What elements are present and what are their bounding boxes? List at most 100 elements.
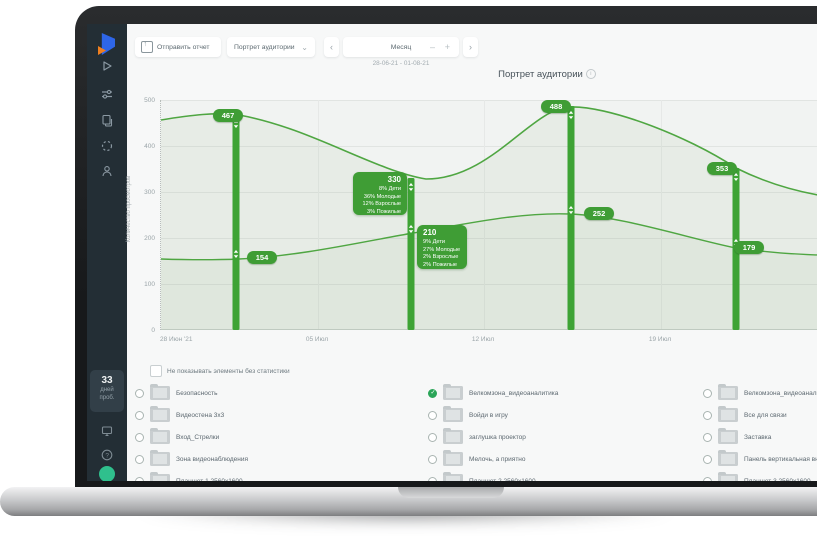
user-icon[interactable] (100, 164, 114, 178)
lower-area (161, 213, 817, 330)
folder-icon (443, 405, 463, 422)
data-point-pill[interactable]: 467 (213, 109, 243, 122)
list-item[interactable]: заглушка проектор (428, 427, 526, 446)
item-label: Все для связи (744, 411, 787, 419)
radio-unchecked[interactable] (703, 388, 712, 398)
data-point-pill[interactable]: 252 (584, 207, 614, 220)
next-period-button[interactable]: › (463, 37, 478, 57)
item-label: Панель вертикальная внутр (744, 455, 817, 463)
tooltip-line: 8% Дети (378, 186, 401, 192)
data-point-pill[interactable]: 353 (707, 162, 737, 175)
laptop-base-notch (398, 487, 504, 498)
bar-marker (567, 106, 575, 330)
radio-unchecked[interactable] (135, 410, 144, 420)
zoom-in-button[interactable]: + (444, 42, 450, 52)
monitor-icon[interactable] (100, 424, 114, 438)
y-tick: 300 (144, 189, 155, 196)
user-avatar[interactable] (99, 466, 115, 481)
gridline (161, 146, 817, 147)
pages-icon[interactable] (100, 113, 114, 127)
logo-orange-shape (98, 46, 106, 55)
app-logo-icon[interactable] (98, 33, 116, 55)
y-tick: 200 (144, 235, 155, 242)
play-icon[interactable] (100, 59, 114, 73)
trial-badge: 33 дней проб. (90, 370, 124, 412)
radio-unchecked[interactable] (428, 432, 437, 442)
item-label: заглушка проектор (469, 433, 526, 441)
radio-unchecked[interactable] (703, 476, 712, 481)
tooltip-line: 2% Пожилые (423, 261, 457, 268)
help-icon[interactable]: ? (100, 448, 114, 462)
radio-checked[interactable] (428, 388, 437, 398)
info-icon[interactable]: i (585, 69, 596, 80)
loader-icon[interactable] (100, 139, 114, 153)
folder-icon (718, 427, 738, 444)
folder-icon (443, 471, 463, 481)
item-label: Велкомзона_видеоаналитика (469, 389, 559, 397)
radio-unchecked[interactable] (703, 454, 712, 464)
list-item[interactable]: Мелочь, а приятно (428, 449, 526, 468)
date-range-label: 28-06-21 - 01-08-21 (372, 60, 430, 67)
data-point-pill[interactable]: 154 (247, 251, 277, 264)
period-selector[interactable]: Месяц – + (343, 37, 459, 57)
list-item[interactable]: Безопасность (135, 383, 217, 402)
folder-icon (718, 383, 738, 400)
list-item[interactable]: Видеостена 3x3 (135, 405, 224, 424)
list-item[interactable]: Планшет 2 2560x1600 (428, 471, 536, 482)
hide-empty-checkbox-row[interactable]: Не показывать элементы без статистики (150, 365, 290, 377)
bar-marker (407, 178, 415, 330)
radio-unchecked[interactable] (135, 432, 144, 442)
tooltip-line: 27% Молодые (423, 246, 461, 253)
x-tick: 12 Июл (471, 336, 495, 343)
zoom-out-button[interactable]: – (429, 42, 435, 52)
drag-handle-icon (233, 111, 739, 258)
item-label: Зона видеонаблюдения (176, 455, 248, 463)
radio-unchecked[interactable] (703, 432, 712, 442)
report-type-dropdown[interactable]: Портрет аудитории ⌄ (227, 37, 315, 57)
x-tick: 19 Июл (648, 336, 672, 343)
list-item[interactable]: Велкомзона_видеоаналитика (703, 383, 817, 402)
radio-unchecked[interactable] (135, 454, 144, 464)
checkbox-unchecked[interactable] (150, 365, 162, 377)
radio-unchecked[interactable] (703, 410, 712, 420)
list-item[interactable]: Войди в игру (428, 405, 508, 424)
item-label: Планшет 3 2560x1600 (744, 477, 811, 482)
tooltip-line: 2% Взрослые (423, 254, 459, 261)
tooltip-line: 36% Молодые (363, 193, 401, 200)
tooltip-line: 3% Пожилые (367, 208, 401, 215)
export-icon (141, 41, 153, 53)
folder-icon (718, 471, 738, 481)
tooltip-value: 330 (387, 175, 401, 184)
list-item[interactable]: Планшет 1 2560x1600 (135, 471, 243, 481)
list-item-selected[interactable]: Велкомзона_видеоаналитика (428, 383, 559, 402)
list-item[interactable]: Заставка (703, 427, 771, 446)
list-item[interactable]: Все для связи (703, 405, 787, 424)
folder-icon (150, 405, 170, 422)
upper-area (161, 106, 817, 330)
data-point-pill[interactable]: 179 (734, 241, 764, 254)
sliders-icon[interactable] (100, 87, 114, 101)
radio-unchecked[interactable] (428, 476, 437, 481)
gridline (484, 100, 485, 329)
item-label: Мелочь, а приятно (469, 455, 526, 463)
data-point-pill[interactable]: 488 (541, 100, 571, 113)
gridline (161, 238, 817, 239)
item-label: Велкомзона_видеоаналитика (744, 389, 817, 397)
list-item[interactable]: Планшет 3 2560x1600 (703, 471, 811, 482)
item-label: Планшет 2 2560x1600 (469, 477, 536, 482)
x-axis-line (161, 329, 817, 330)
trial-label-line2: проб. (99, 395, 115, 401)
radio-unchecked[interactable] (135, 476, 144, 481)
list-item[interactable]: Зона видеонаблюдения (135, 449, 248, 468)
gridline (161, 192, 817, 193)
list-item[interactable]: Панель вертикальная внутр (703, 449, 817, 468)
radio-unchecked[interactable] (428, 410, 437, 420)
send-report-button[interactable]: Отправить отчет (135, 37, 221, 57)
app-screen: 33 дней проб. ? Отправить отчет Портрет … (87, 24, 817, 481)
radio-unchecked[interactable] (135, 388, 144, 398)
radio-unchecked[interactable] (428, 454, 437, 464)
list-item[interactable]: Вход_Стрелки (135, 427, 219, 446)
item-label: Войди в игру (469, 411, 508, 419)
prev-period-button[interactable]: ‹ (324, 37, 339, 57)
y-axis-label: Количество просмотров (126, 175, 132, 243)
